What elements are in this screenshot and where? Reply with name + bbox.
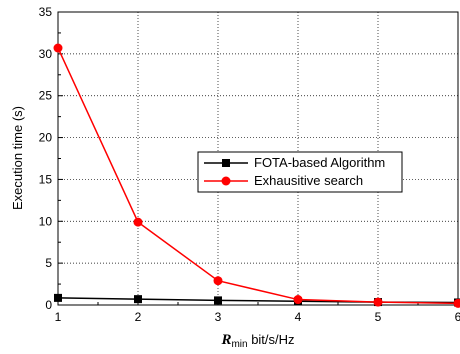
data-point-0 [54, 293, 62, 302]
data-point-0 [134, 295, 142, 304]
y-tick-label: 5 [45, 256, 52, 270]
y-tick-label: 30 [39, 47, 53, 61]
x-tick-label: 1 [55, 310, 62, 324]
y-tick-label: 35 [39, 5, 53, 19]
data-point-1 [373, 297, 383, 307]
y-axis-title: Execution time (s) [10, 106, 25, 210]
x-axis-title: Rmin bit/s/Hz [220, 332, 294, 350]
data-point-1 [53, 43, 63, 53]
y-tick-label: 0 [45, 298, 52, 312]
x-tick-label: 4 [295, 310, 302, 324]
x-tick-label: 3 [215, 310, 222, 324]
x-axis-title-sub: min [231, 339, 247, 350]
data-point-1 [213, 276, 223, 286]
y-tick-label: 10 [39, 214, 53, 228]
y-tick-label: 20 [39, 131, 53, 145]
series-line-1 [57, 47, 459, 305]
y-tick-label: 25 [39, 89, 53, 103]
data-point-1 [453, 298, 460, 308]
legend-box [197, 151, 403, 193]
data-point-0 [214, 296, 222, 305]
x-tick-label: 6 [455, 310, 460, 324]
series-markers [53, 43, 460, 308]
legend: FOTA-based Algorithm Exhausitive search [197, 151, 403, 193]
y-ticks: 0 5 10 15 20 25 30 35 [39, 5, 63, 312]
legend-marker-exhaustive [221, 176, 231, 186]
x-axis-title-main: R [220, 332, 231, 348]
x-ticks: 1 2 3 4 5 6 [55, 300, 460, 324]
y-tick-label: 15 [39, 172, 53, 186]
x-tick-label: 5 [375, 310, 382, 324]
x-axis-title-rest: bit/s/Hz [248, 332, 295, 347]
data-point-1 [293, 295, 303, 305]
legend-label-exhaustive: Exhausitive search [254, 173, 363, 188]
legend-label-fota: FOTA-based Algorithm [254, 155, 385, 170]
series-lines [57, 47, 459, 305]
legend-marker-fota [222, 159, 230, 167]
x-tick-label: 2 [135, 310, 142, 324]
data-point-1 [133, 217, 143, 227]
